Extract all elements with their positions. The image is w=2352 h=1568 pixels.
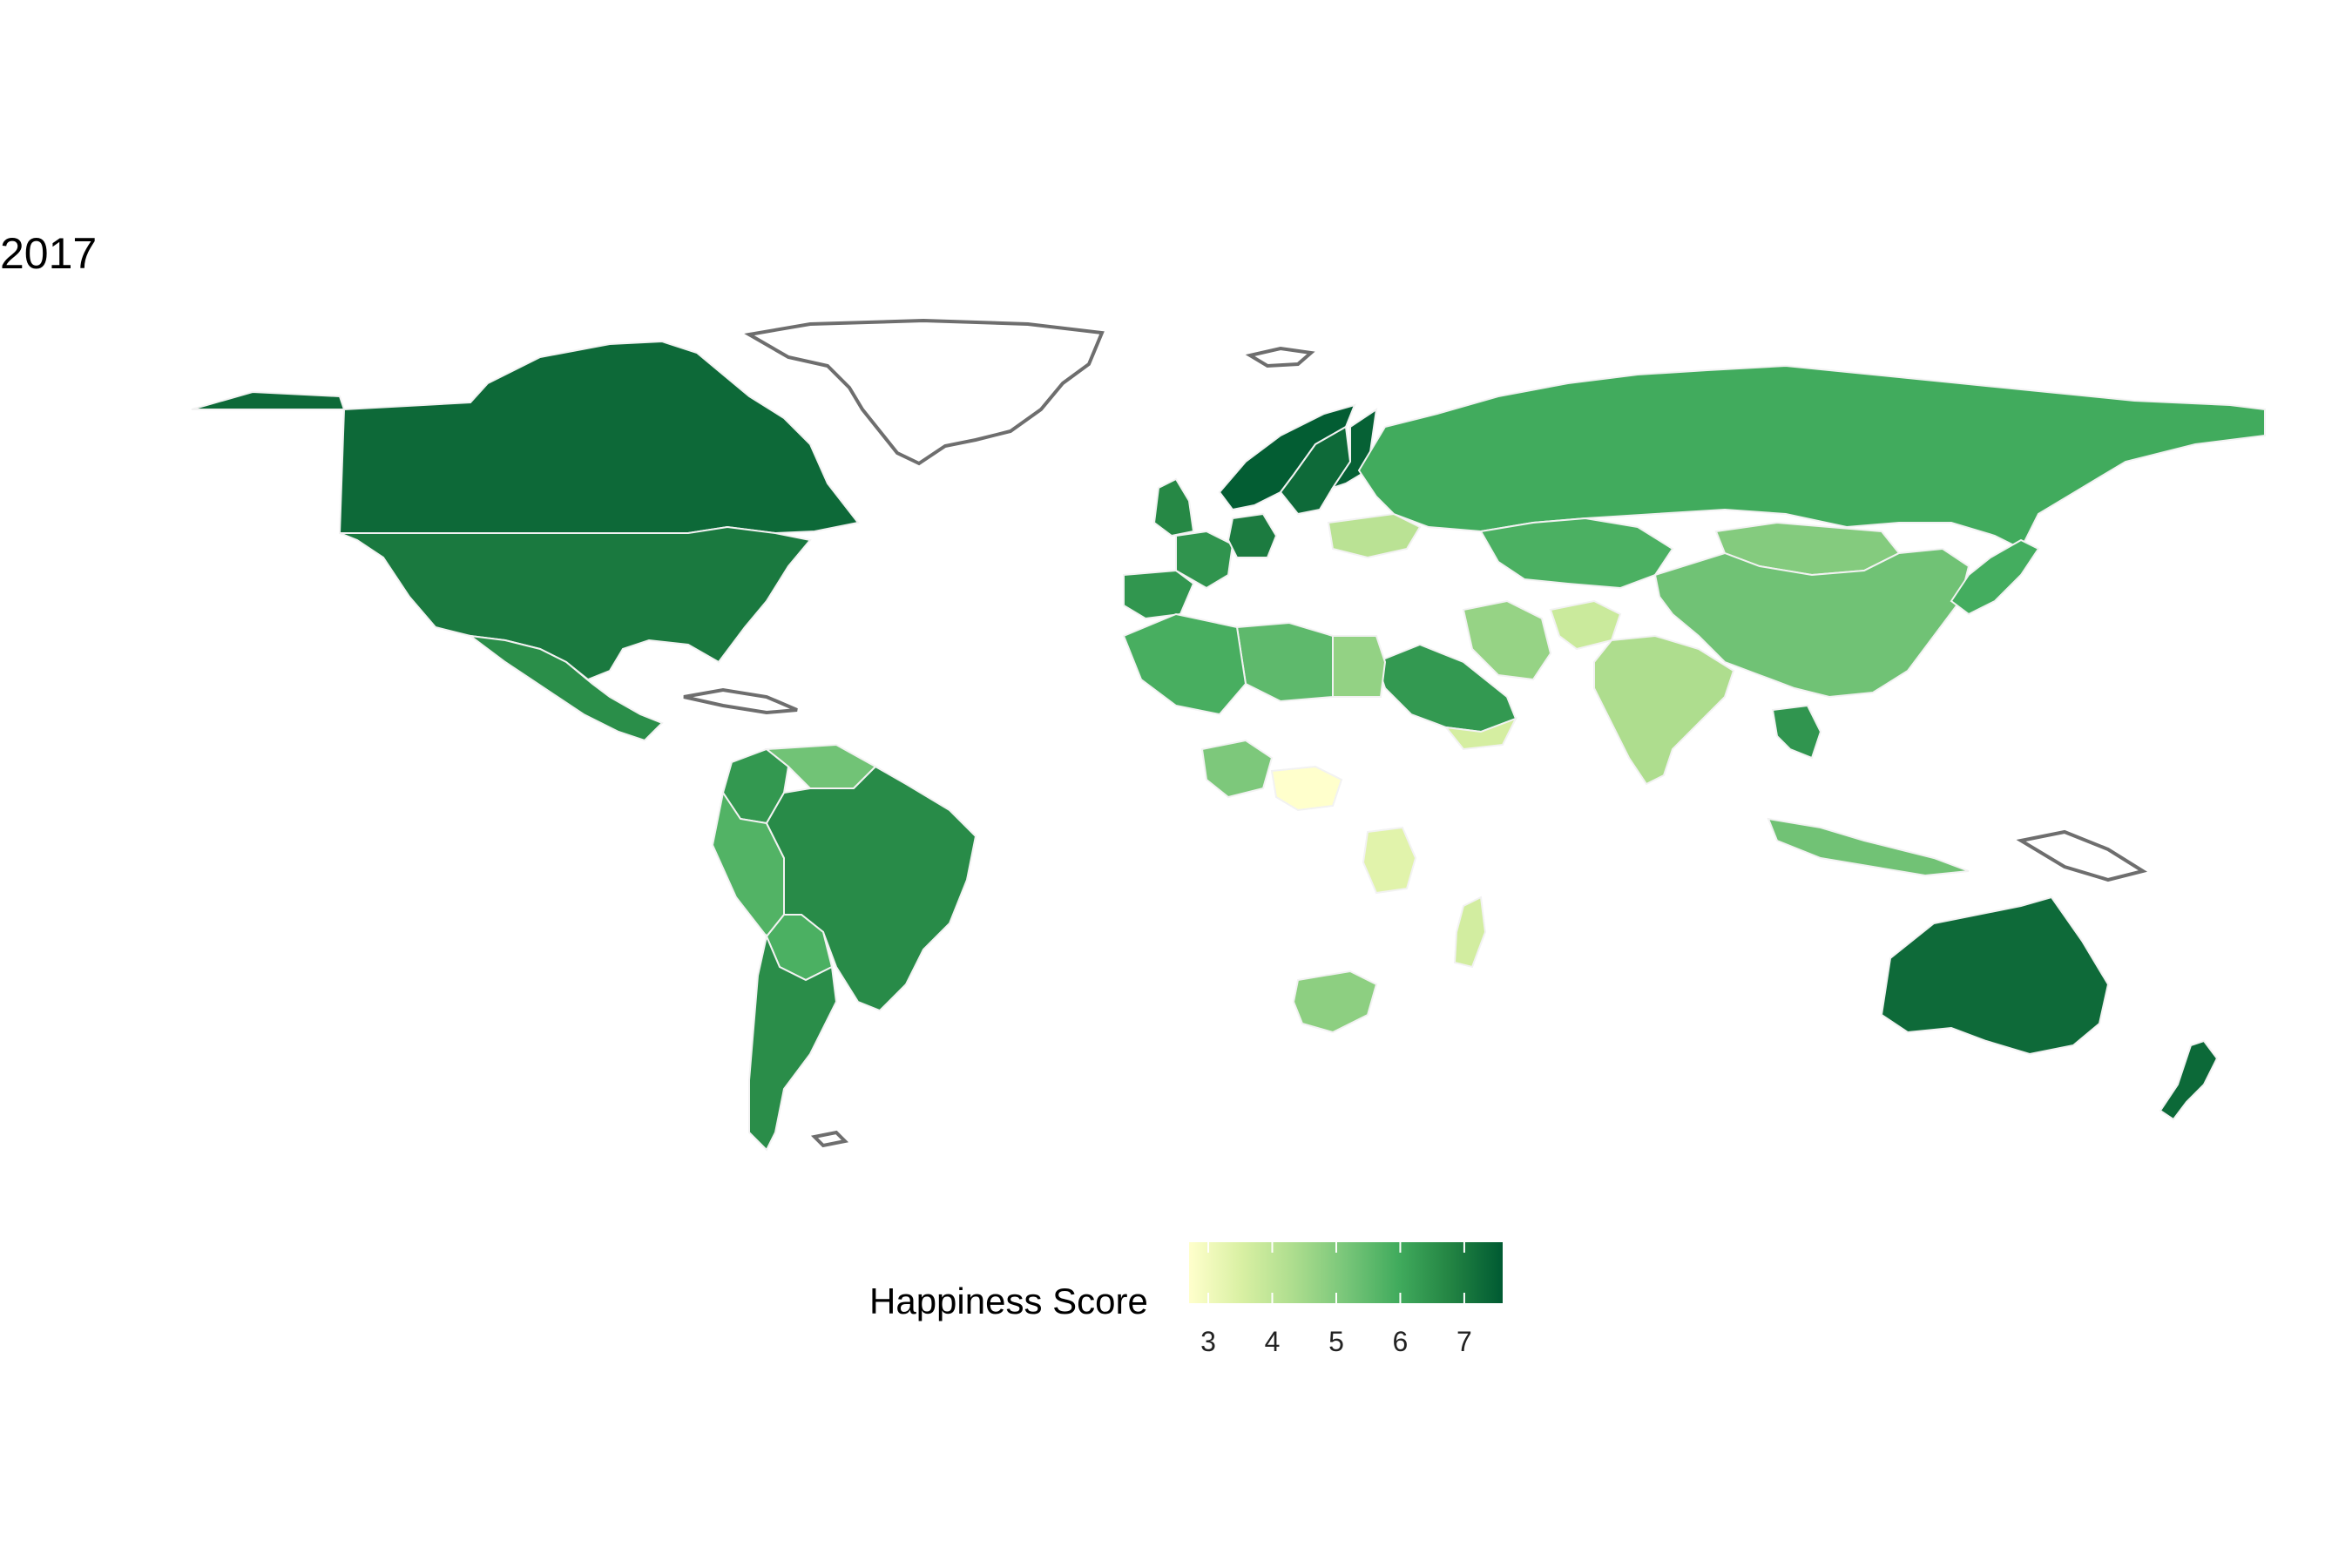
region-united-states — [339, 525, 812, 681]
country-layer — [191, 340, 2266, 1152]
region-germany — [1227, 512, 1278, 558]
region-south-africa — [1292, 970, 1378, 1034]
region-ukraine — [1327, 512, 1422, 559]
falklands-outline — [810, 1130, 849, 1148]
legend-title: Happiness Score — [869, 1281, 1148, 1321]
region-nigeria — [1200, 739, 1274, 799]
svalbard-outline — [1245, 346, 1315, 368]
region-japan — [1950, 538, 2040, 616]
region-australia — [1880, 896, 2110, 1056]
greenland-outline — [744, 318, 1105, 466]
region-spain — [1123, 569, 1195, 620]
legend-tick-label: 6 — [1392, 1326, 1409, 1357]
legend-ticks — [1207, 1242, 1465, 1303]
region-india — [1593, 634, 1735, 786]
region-iran — [1462, 599, 1552, 681]
region-france — [1175, 530, 1234, 590]
region-tanzania — [1362, 826, 1417, 895]
region-car — [1270, 765, 1343, 812]
legend-tick-label: 4 — [1264, 1326, 1281, 1357]
legend-tick-label: 5 — [1328, 1326, 1344, 1357]
region-egypt — [1332, 635, 1387, 698]
pacific-islands-outline — [2016, 829, 2148, 882]
region-new-zealand — [2159, 1039, 2219, 1121]
region-russia — [1357, 364, 2266, 551]
region-madagascar — [1453, 896, 1487, 969]
legend-gradient-bar — [1189, 1242, 1503, 1303]
region-mexico — [467, 634, 664, 742]
region-libya — [1235, 621, 1334, 703]
no-data-land — [683, 318, 2148, 1148]
region-united-kingdom — [1152, 477, 1195, 537]
region-thailand — [1771, 704, 1822, 760]
legend-tick-label: 7 — [1456, 1326, 1472, 1357]
region-algeria — [1122, 612, 1247, 716]
region-indonesia — [1767, 817, 1970, 877]
region-yemen — [1443, 717, 1518, 751]
region-canada — [191, 340, 860, 535]
legend-colorbar — [1189, 1242, 1503, 1303]
region-china — [1653, 547, 1970, 699]
region-argentina — [748, 933, 838, 1152]
map-title: 2017 — [0, 229, 98, 278]
cuba-outline — [683, 687, 798, 715]
region-kazakhstan — [1479, 517, 1674, 590]
legend-tick-label: 3 — [1200, 1326, 1216, 1357]
